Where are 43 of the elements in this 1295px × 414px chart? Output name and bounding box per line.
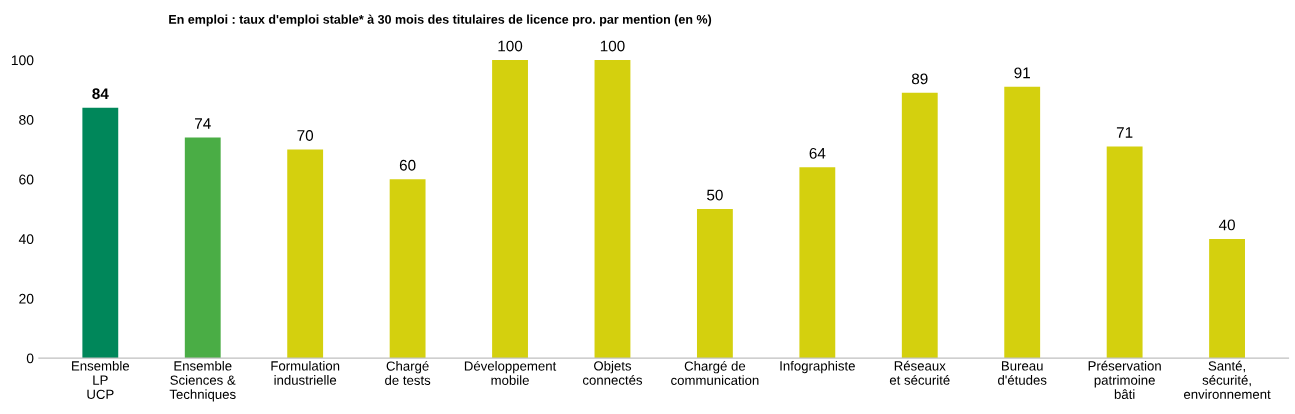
y-tick-label: 60 [19, 174, 34, 185]
bar [389, 179, 426, 359]
bar [287, 149, 324, 359]
y-tick-label: 20 [19, 293, 34, 304]
data-label: 50 [707, 189, 723, 201]
x-tick-label: Santé, sécurité, environnement [1183, 360, 1271, 399]
chart-title: En emploi : taux d'emploi stable* à 30 mois des titulaires de licence pro. par mention (en %) [169, 14, 712, 27]
bar [799, 167, 836, 359]
bar [184, 137, 221, 359]
data-label: 60 [399, 159, 416, 171]
x-tick-label: Chargé de tests [385, 360, 431, 385]
x-tick-label: Infographiste [780, 360, 855, 374]
x-tick-label: Bureau d'études [998, 361, 1047, 385]
data-label: 71 [1116, 127, 1133, 138]
bar [82, 107, 119, 359]
x-tick-label: Ensemble Sciences & Techniques [169, 360, 236, 402]
data-label: 40 [1218, 219, 1235, 231]
y-tick-label: 80 [19, 114, 34, 125]
bar [594, 60, 631, 359]
x-tick-label: Réseaux et sécurité [889, 360, 950, 385]
data-label: 89 [911, 73, 928, 85]
x-tick-label: Préservation patrimoine bâti [1088, 360, 1161, 399]
y-tick-label: 100 [11, 55, 34, 66]
data-label: 64 [809, 147, 826, 159]
x-tick-label: Objets connectés [582, 360, 643, 385]
y-tick-label: 40 [18, 234, 34, 245]
x-tick-label: Chargé de communication [671, 360, 759, 385]
x-tick-label: Ensemble LP UCP [72, 360, 130, 399]
x-tick-label: Développement mobile [464, 360, 557, 385]
data-label: 70 [297, 130, 314, 141]
bar [696, 209, 733, 359]
x-tick-label: Formulation industrielle [271, 360, 340, 385]
bar [1004, 86, 1041, 359]
data-label: 100 [498, 40, 523, 52]
data-label: 74 [195, 118, 211, 129]
bar [1209, 238, 1245, 359]
data-label: 100 [600, 40, 625, 52]
bar [901, 92, 938, 359]
bar [1106, 146, 1143, 359]
data-label: 84 [92, 88, 109, 100]
data-label: 91 [1014, 67, 1030, 79]
y-tick-label: 0 [26, 353, 34, 364]
bar [492, 60, 528, 359]
